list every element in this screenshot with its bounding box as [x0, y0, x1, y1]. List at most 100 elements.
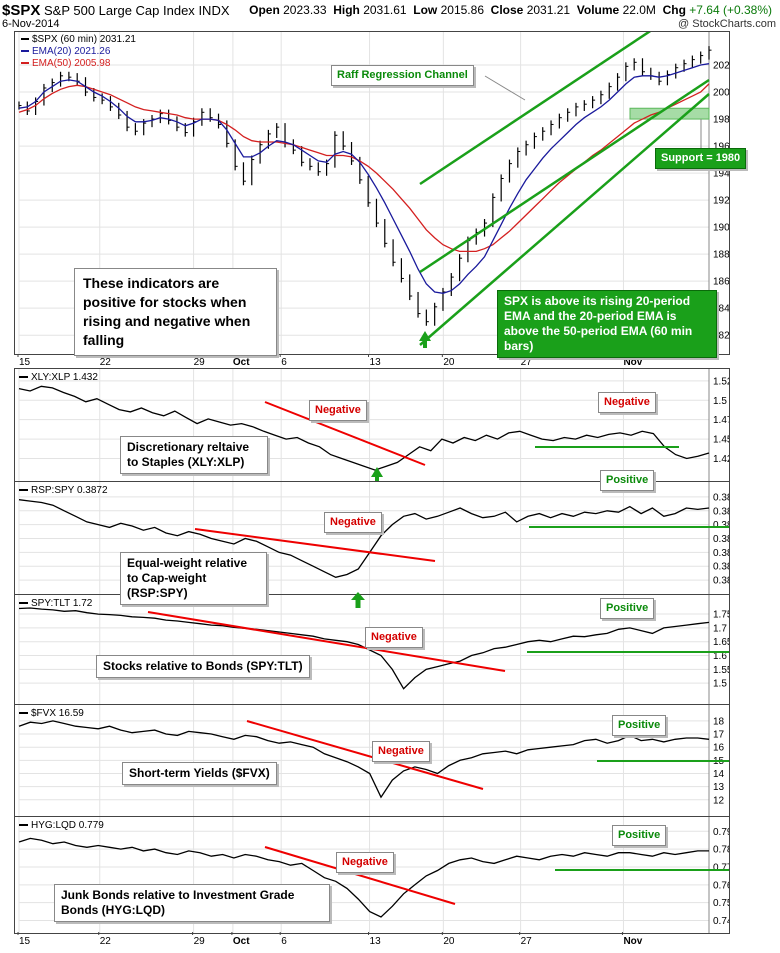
spx-ytick-label: 1960: [713, 142, 729, 153]
x-tick-label: 13: [370, 357, 382, 368]
tlt-downtrend-line: [147, 611, 506, 672]
low-value: 2015.86: [440, 3, 484, 17]
x-tick-label: 15: [19, 936, 31, 947]
rsp-label: Equal-weight relative to Cap-weight (RSP…: [120, 552, 267, 605]
fvx-ytick-label: 14: [713, 769, 725, 780]
xly-downtrend-line: [264, 401, 426, 466]
xly-ytick-label: 1.425: [713, 454, 729, 465]
legend-entry: $SPX (60 min) 2031.21: [32, 34, 136, 45]
rsp-downtrend-line: [194, 528, 436, 562]
spx-ytick-label: 1940: [713, 169, 729, 180]
spx-ytick-label: 1860: [713, 277, 729, 288]
xly-label: Discretionary reltaive to Staples (XLY:X…: [120, 436, 268, 474]
xly-ytick-label: 1.45: [713, 435, 729, 446]
xly-ytick-label: 1.475: [713, 415, 729, 426]
fvx-ytick-label: 17: [713, 730, 725, 741]
raff-channel: [419, 32, 710, 346]
x-tick-label: 29: [194, 357, 206, 368]
rsp-negative-badge: Negative: [324, 512, 382, 533]
tlt-ytick-label: 1.5: [713, 679, 727, 690]
support-zone: [629, 107, 710, 120]
x-tick-label: 29: [194, 936, 206, 947]
x-tick-label: Oct: [233, 357, 250, 368]
raff-callout-line: [484, 75, 526, 101]
x-tick-label: Nov: [623, 357, 642, 368]
hyg-line: [18, 837, 709, 918]
hyg-ytick-label: 0.750: [713, 898, 729, 909]
legend-entry: EMA(20) 2021.26: [32, 46, 111, 57]
x-tick-label: 15: [19, 357, 31, 368]
close-value: 2031.21: [526, 3, 571, 17]
tlt-ytick-label: 1.75: [713, 610, 729, 621]
tlt-ytick-label: 1.7: [713, 623, 727, 634]
xly-legend: XLY:XLP 1.432: [31, 372, 98, 383]
x-tick-label: 6: [281, 936, 287, 947]
rsp-ytick-label: 0.383: [713, 562, 729, 573]
hyg-ytick-label: 0.780: [713, 845, 729, 856]
fvx-positive-badge: Positive: [612, 715, 667, 736]
spx-ema-note: SPX is above its rising 20-period EMA an…: [497, 290, 717, 358]
hyg-panel: 0.740 0.750 0.760 0.770 0.780 0.790 HYG:LQD 0.…: [14, 816, 730, 934]
hyg-label: Junk Bonds relative to Investment Grade …: [54, 884, 330, 922]
spx-ytick-label: 1820: [713, 331, 729, 342]
x-tick-label: 22: [100, 936, 112, 947]
ema50-line: [18, 83, 710, 253]
tlt-ytick-label: 1.55: [713, 665, 729, 676]
rsp-ytick-label: 0.387: [713, 506, 729, 517]
x-tick-label: 20: [443, 936, 455, 947]
fvx-line: [18, 720, 710, 799]
spx-ytick-label: 1980: [713, 115, 729, 126]
raff-upper: [419, 32, 652, 186]
xly-positive-badge: Positive: [600, 470, 655, 491]
fvx-ytick-label: 18: [713, 716, 725, 727]
buy-arrow-icon: [419, 331, 431, 348]
xly-negative-badge: Negative: [309, 400, 367, 421]
chart-date: 6-Nov-2014: [2, 18, 60, 30]
ohlc-readout: Open 2023.33 High 2031.61 Low 2015.86 Cl…: [249, 3, 772, 17]
watermark: @ StockCharts.com: [678, 18, 776, 30]
hyg-ytick-label: 0.760: [713, 880, 729, 891]
fvx-grid: [18, 705, 709, 817]
raff-lower: [419, 93, 710, 346]
x-tick-label: 22: [100, 357, 112, 368]
x-axis-bottom: 15 22 29 Oct 6 13 20 27 Nov: [14, 932, 728, 948]
change-value: +7.64 (+0.38%): [689, 3, 772, 17]
rsp-ytick-label: 0.386: [713, 520, 729, 531]
legend-entry: EMA(50) 2005.98: [32, 58, 111, 69]
indicators-note: These indicators are positive for stocks…: [74, 268, 277, 356]
rsp-up-arrow-icon: [351, 592, 365, 608]
price-bars: [18, 46, 712, 326]
tlt-label: Stocks relative to Bonds (SPY:TLT): [96, 655, 310, 678]
xly-line: [18, 385, 710, 471]
support-label: Support = 1980: [655, 148, 747, 169]
xly-negative-badge-2: Negative: [598, 392, 656, 413]
exchange: INDX: [198, 3, 230, 18]
up-arrow-shape: [351, 592, 365, 608]
raff-channel-label: Raff Regression Channel: [331, 65, 474, 86]
rsp-ytick-label: 0.385: [713, 534, 729, 545]
x-tick-label: 27: [521, 936, 533, 947]
rsp-ytick-label: 0.388: [713, 492, 729, 503]
x-tick-label: 20: [443, 357, 455, 368]
volume-value: 22.0M: [622, 3, 656, 17]
spx-ytick-label: 1880: [713, 250, 729, 261]
fvx-label: Short-term Yields ($FVX): [122, 762, 277, 785]
rsp-legend: RSP:SPY 0.3872: [31, 485, 108, 496]
spx-ytick-label: 2000: [713, 88, 729, 99]
hyg-negative-badge: Negative: [336, 852, 394, 873]
hyg-positive-badge: Positive: [612, 825, 667, 846]
x-tick-label: Oct: [233, 936, 250, 947]
ema20-line: [18, 63, 710, 294]
rsp-line: [18, 499, 710, 578]
tlt-negative-badge: Negative: [365, 627, 423, 648]
fvx-ytick-label: 13: [713, 782, 725, 793]
hyg-legend: HYG:LQD 0.779: [31, 820, 104, 831]
spx-ytick-label: 1840: [713, 304, 729, 315]
tlt-positive-badge: Positive: [600, 598, 655, 619]
index-name: S&P 500 Large Cap Index: [43, 3, 195, 18]
high-value: 2031.61: [363, 3, 407, 17]
x-tick-label: 6: [281, 357, 287, 368]
raff-middle: [419, 78, 710, 274]
